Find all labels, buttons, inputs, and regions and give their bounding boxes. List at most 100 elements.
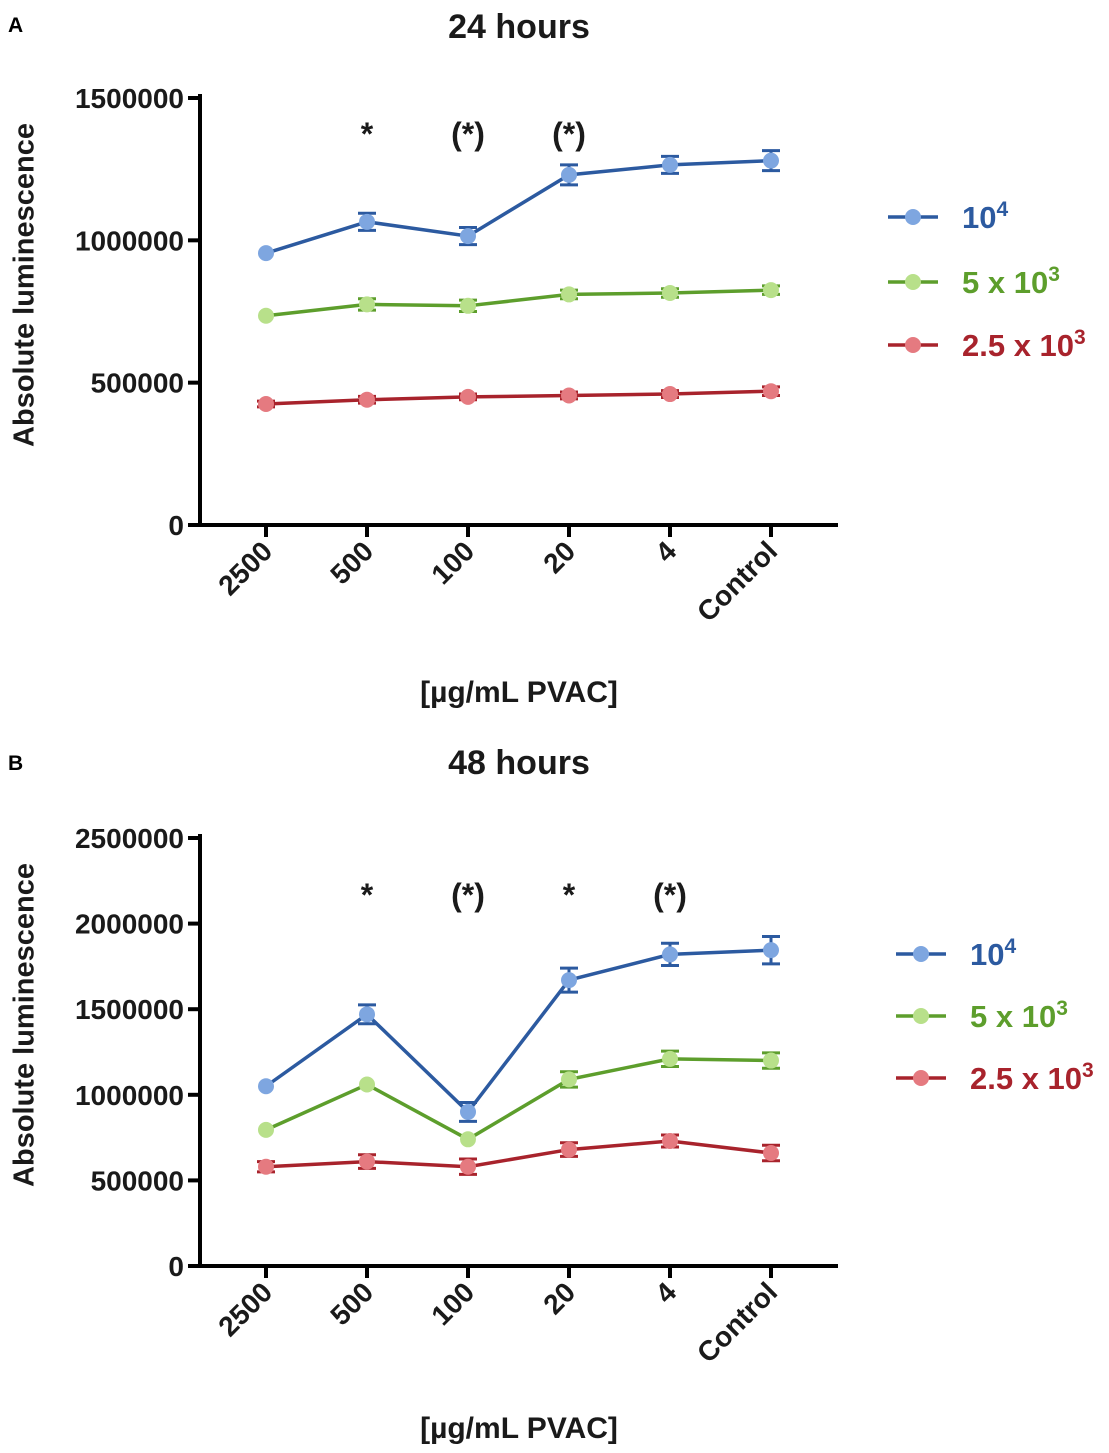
data-point — [763, 942, 779, 959]
significance-marker: (*) — [653, 877, 687, 913]
legend-marker — [905, 209, 921, 225]
y-tick-label: 1000000 — [75, 1080, 184, 1111]
x-tick-label: 2500 — [212, 1276, 278, 1342]
data-point — [662, 284, 678, 301]
y-tick-label: 1500000 — [75, 994, 184, 1025]
x-tick-label: 500 — [324, 535, 379, 590]
x-tick-label: 500 — [324, 1276, 379, 1331]
data-point — [763, 383, 779, 400]
data-point — [460, 228, 476, 245]
series-3 — [257, 1133, 780, 1176]
x-axis-label: [µg/mL PVAC] — [420, 676, 618, 709]
data-point — [561, 1071, 577, 1088]
data-point — [662, 156, 678, 173]
significance-marker: * — [361, 116, 374, 152]
legend-entry: 5 x 103 — [888, 263, 1060, 300]
data-point — [258, 245, 274, 262]
y-tick-label: 500000 — [91, 368, 184, 399]
legend-entry: 104 — [896, 935, 1016, 972]
y-axis-label: Absolute luminescence — [9, 123, 41, 447]
significance-marker: * — [361, 877, 374, 913]
legend-marker — [905, 337, 921, 353]
data-point — [359, 1153, 375, 1170]
legend-marker — [913, 1070, 929, 1086]
legend-entry: 104 — [888, 198, 1008, 235]
series-line — [265, 1057, 772, 1142]
series-1 — [258, 934, 780, 1123]
panel-label: A — [8, 14, 23, 37]
legend-entry: 5 x 103 — [896, 997, 1068, 1034]
x-tick-label: Control — [691, 535, 783, 627]
data-point — [258, 1078, 274, 1095]
data-point — [460, 1103, 476, 1120]
y-tick-label: 1000000 — [75, 225, 184, 256]
legend-label: 2.5 x 103 — [962, 326, 1086, 363]
x-tick-label: Control — [691, 1276, 783, 1368]
y-tick-label: 1500000 — [75, 83, 184, 114]
legend-label: 5 x 103 — [970, 997, 1068, 1034]
x-tick-label: 4 — [649, 1276, 682, 1309]
y-axis-label: Absolute luminescence — [9, 863, 41, 1187]
data-point — [460, 388, 476, 405]
legend-label: 104 — [962, 198, 1008, 235]
series-line — [264, 948, 772, 1115]
data-point — [359, 391, 375, 408]
x-tick-label: 20 — [537, 1276, 581, 1320]
data-point — [662, 386, 678, 403]
legend-marker — [905, 274, 921, 290]
data-point — [763, 1145, 779, 1162]
y-tick-label: 500000 — [91, 1165, 184, 1196]
series-line — [265, 389, 772, 406]
panel-label: B — [8, 752, 23, 775]
data-point — [662, 946, 678, 963]
x-axis-label: [µg/mL PVAC] — [420, 1412, 618, 1445]
data-point — [763, 1052, 779, 1069]
chart-title: 24 hours — [448, 8, 590, 46]
chart-title: 48 hours — [448, 744, 590, 782]
data-point — [359, 1006, 375, 1023]
significance-marker: (*) — [552, 116, 586, 152]
panel-a: A 24 hours 0 500000 1000000 1500000 Absolute l… — [8, 8, 1086, 709]
legend-label: 104 — [970, 935, 1016, 972]
legend-entry: 2.5 x 103 — [896, 1059, 1094, 1096]
x-tick-label: 20 — [537, 535, 581, 579]
panel-b: B 48 hours 0 500000 1000000 1500000 2000000 250… — [8, 744, 1094, 1445]
x-tick-label: 100 — [425, 1276, 480, 1331]
data-point — [258, 307, 274, 324]
x-tick-label: 100 — [425, 535, 480, 590]
x-tick-label: 2500 — [212, 535, 278, 601]
data-point — [460, 1158, 476, 1175]
legend-label: 5 x 103 — [962, 263, 1060, 300]
legend-entry: 2.5 x 103 — [888, 326, 1086, 363]
legend-label: 2.5 x 103 — [970, 1059, 1094, 1096]
series-line — [265, 1139, 772, 1169]
data-point — [460, 297, 476, 314]
data-point — [561, 387, 577, 404]
data-point — [561, 972, 577, 989]
y-tick-label: 0 — [168, 510, 184, 541]
data-point — [359, 296, 375, 313]
significance-marker: * — [563, 877, 576, 913]
series-line — [265, 158, 772, 255]
legend-marker — [913, 1008, 929, 1024]
series-1 — [258, 149, 780, 262]
data-point — [258, 396, 274, 413]
data-point — [763, 152, 779, 169]
series-2 — [258, 1049, 780, 1148]
y-tick-label: 2000000 — [75, 909, 184, 940]
data-point — [460, 1131, 476, 1148]
series-2 — [258, 282, 780, 324]
data-point — [763, 282, 779, 299]
data-point — [561, 286, 577, 303]
y-tick-label: 0 — [168, 1251, 184, 1282]
data-point — [258, 1121, 274, 1138]
series-3 — [257, 383, 780, 413]
data-point — [662, 1050, 678, 1067]
data-point — [561, 166, 577, 183]
data-point — [359, 1076, 375, 1093]
significance-marker: (*) — [451, 116, 485, 152]
series-line — [265, 288, 772, 318]
data-point — [258, 1158, 274, 1175]
